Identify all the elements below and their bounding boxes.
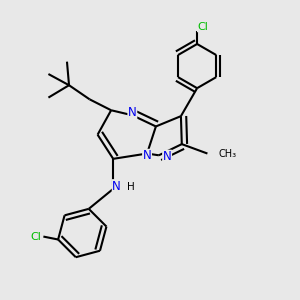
Text: Cl: Cl [197,22,208,32]
Text: N: N [163,150,172,163]
Text: N: N [143,149,152,162]
Text: Cl: Cl [31,232,41,242]
Text: H: H [127,182,135,192]
Text: N: N [128,106,137,119]
Text: N: N [112,180,121,193]
Text: CH₃: CH₃ [219,148,237,158]
